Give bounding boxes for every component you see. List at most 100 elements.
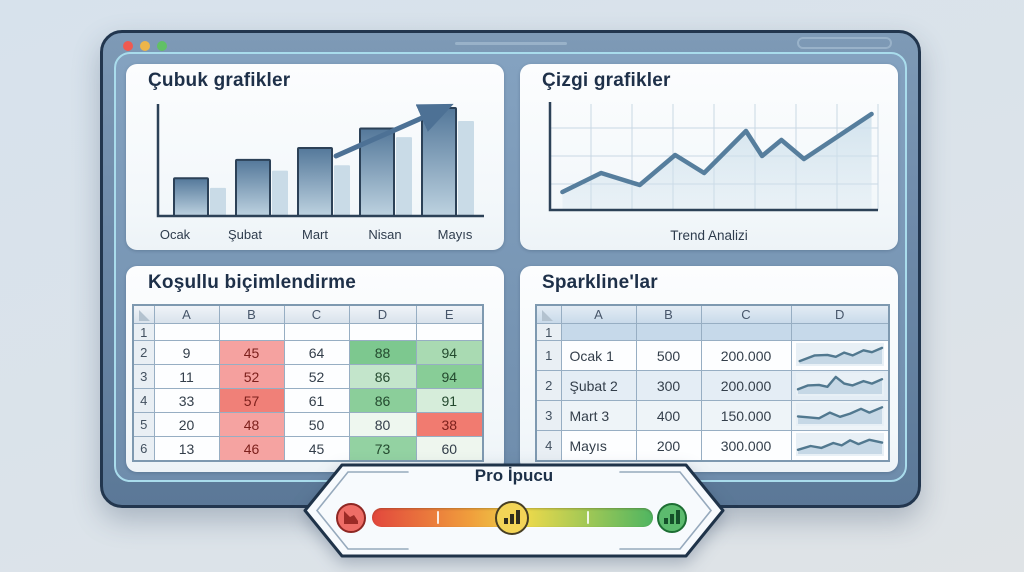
cell-E1[interactable] xyxy=(415,323,484,341)
cell-B2[interactable]: 45 xyxy=(218,340,285,365)
column-header-D[interactable]: D xyxy=(790,304,890,324)
column-header-E[interactable]: E xyxy=(415,304,484,324)
table-row: 1 xyxy=(132,323,484,341)
bar-chart-slider-icon[interactable] xyxy=(495,501,529,535)
cell-C1[interactable] xyxy=(283,323,350,341)
column-header-B[interactable]: B xyxy=(635,304,702,324)
cell-C1[interactable]: 200.000 xyxy=(700,340,792,371)
cell-A2[interactable]: 9 xyxy=(153,340,220,365)
cell-A6[interactable]: 13 xyxy=(153,436,220,462)
minimize-button-icon[interactable] xyxy=(140,41,150,51)
bar-Mart xyxy=(297,146,333,217)
cell-E3[interactable]: 94 xyxy=(415,364,484,389)
bar-Mayıs xyxy=(421,107,457,217)
cell-C2[interactable]: 200.000 xyxy=(700,370,792,401)
bar-category-label-0: Ocak xyxy=(159,227,191,242)
row-header-2[interactable]: 2 xyxy=(535,370,562,401)
cell-A4[interactable]: Mayıs xyxy=(560,430,637,462)
bar-category-label-3: Nisan xyxy=(368,227,402,242)
cell-B6[interactable]: 46 xyxy=(218,436,285,462)
table-row: 5 20 48 50 80 38 xyxy=(132,412,484,437)
cell-B4[interactable]: 57 xyxy=(218,388,285,413)
cell-D2[interactable]: 88 xyxy=(348,340,417,365)
cell-D6[interactable]: 73 xyxy=(348,436,417,462)
declining-chart-icon[interactable] xyxy=(336,503,366,533)
bar-shadow-Şubat xyxy=(272,170,288,216)
panel-sparklines: Sparkline'lar A B C D 1 1 Ocak 1 500 200.000 2 Şub… xyxy=(520,266,898,472)
cell-empty[interactable] xyxy=(700,323,792,341)
row-header-5[interactable]: 5 xyxy=(132,412,155,437)
line-chart-axes xyxy=(548,102,878,212)
bars-glyph xyxy=(664,510,680,524)
declining-area-glyph xyxy=(344,511,358,524)
cell-empty[interactable] xyxy=(635,323,702,341)
growing-bars-icon[interactable] xyxy=(657,503,687,533)
row-header-6[interactable]: 6 xyxy=(132,436,155,462)
cell-D3[interactable] xyxy=(790,400,890,431)
conditional-formatting-table: A B C D E 1 2 9 45 64 88 94 3 11 52 52 86 94 4 33 57 61 86 91 5 2… xyxy=(132,304,484,462)
cell-D4[interactable] xyxy=(790,430,890,462)
column-header-C[interactable]: C xyxy=(700,304,792,324)
cell-A3[interactable]: Mart 3 xyxy=(560,400,637,431)
cell-A1[interactable] xyxy=(153,323,220,341)
cell-C3[interactable]: 52 xyxy=(283,364,350,389)
select-all-corner[interactable] xyxy=(535,304,562,324)
row-header-2[interactable]: 2 xyxy=(132,340,155,365)
row-header-4[interactable]: 4 xyxy=(535,430,562,462)
cell-A4[interactable]: 33 xyxy=(153,388,220,413)
cell-D4[interactable]: 86 xyxy=(348,388,417,413)
cell-D1[interactable] xyxy=(790,340,890,371)
row-header-1[interactable]: 1 xyxy=(535,323,562,341)
cell-E6[interactable]: 60 xyxy=(415,436,484,462)
row-header-4[interactable]: 4 xyxy=(132,388,155,413)
cell-E4[interactable]: 91 xyxy=(415,388,484,413)
cell-A2[interactable]: Şubat 2 xyxy=(560,370,637,401)
cell-B1[interactable] xyxy=(218,323,285,341)
column-header-D[interactable]: D xyxy=(348,304,417,324)
row-header-3[interactable]: 3 xyxy=(132,364,155,389)
row-header-3[interactable]: 3 xyxy=(535,400,562,431)
table-row: 3 Mart 3 400 150.000 xyxy=(535,400,890,431)
cell-B3[interactable]: 52 xyxy=(218,364,285,389)
bar-chart xyxy=(156,103,484,218)
table-row: 6 13 46 45 73 60 xyxy=(132,436,484,462)
column-header-A[interactable]: A xyxy=(560,304,637,324)
cell-C3[interactable]: 150.000 xyxy=(700,400,792,431)
cell-C6[interactable]: 45 xyxy=(283,436,350,462)
cell-B2[interactable]: 300 xyxy=(635,370,702,401)
cell-A5[interactable]: 20 xyxy=(153,412,220,437)
cell-B4[interactable]: 200 xyxy=(635,430,702,462)
row-header-1[interactable]: 1 xyxy=(535,340,562,371)
cell-E2[interactable]: 94 xyxy=(415,340,484,365)
cell-B5[interactable]: 48 xyxy=(218,412,285,437)
sparkline-line xyxy=(796,375,883,390)
cell-B1[interactable]: 500 xyxy=(635,340,702,371)
cell-B3[interactable]: 400 xyxy=(635,400,702,431)
cell-D1[interactable] xyxy=(348,323,417,341)
cell-A3[interactable]: 11 xyxy=(153,364,220,389)
close-button-icon[interactable] xyxy=(123,41,133,51)
column-header-A[interactable]: A xyxy=(153,304,220,324)
zoom-button-icon[interactable] xyxy=(157,41,167,51)
cell-D2[interactable] xyxy=(790,370,890,401)
sparkline-line xyxy=(798,346,883,362)
cell-D5[interactable]: 80 xyxy=(348,412,417,437)
bar-chart-axes xyxy=(156,104,484,218)
cell-C4[interactable]: 61 xyxy=(283,388,350,413)
bar-shadow-Ocak xyxy=(210,187,226,216)
cell-C2[interactable]: 64 xyxy=(283,340,350,365)
column-header-C[interactable]: C xyxy=(283,304,350,324)
bar-shadow-Mayıs xyxy=(458,120,474,216)
bar-category-label-1: Şubat xyxy=(228,227,262,242)
cell-C5[interactable]: 50 xyxy=(283,412,350,437)
cell-E5[interactable]: 38 xyxy=(415,412,484,437)
cell-empty[interactable] xyxy=(790,323,890,341)
cell-C4[interactable]: 300.000 xyxy=(700,430,792,462)
column-header-B[interactable]: B xyxy=(218,304,285,324)
cell-D3[interactable]: 86 xyxy=(348,364,417,389)
cell-empty[interactable] xyxy=(560,323,637,341)
cell-A1[interactable]: Ocak 1 xyxy=(560,340,637,371)
row-header-1[interactable]: 1 xyxy=(132,323,155,341)
select-all-corner[interactable] xyxy=(132,304,155,324)
